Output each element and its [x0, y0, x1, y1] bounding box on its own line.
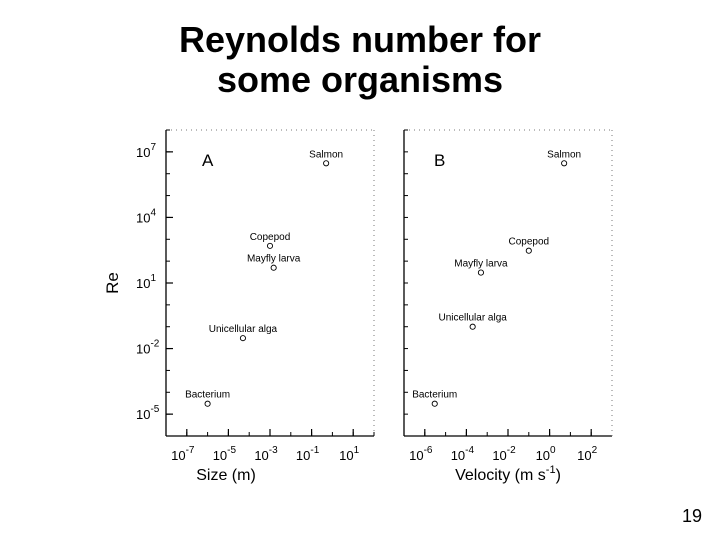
data-point: [266, 242, 274, 249]
point-label: Bacterium: [185, 390, 230, 401]
y-tick-label: 101: [136, 273, 156, 291]
point-label: Copepod: [509, 237, 550, 248]
point-label: Salmon: [309, 149, 343, 160]
title-line-2: some organisms: [216, 59, 504, 100]
y-tick-label: 10-2: [136, 339, 160, 357]
x-tick-label: 100: [536, 445, 556, 463]
title-line-1: Reynolds number for: [178, 19, 542, 60]
panel-a: 10-7 10-5 10-3 10-1 101 107 104 101 10-2 10-5 A Siz…: [103, 129, 375, 484]
x-tick-label: 10-2: [492, 445, 516, 463]
data-point: [477, 269, 484, 276]
page-number: 19: [681, 506, 702, 526]
data-point: [204, 400, 211, 407]
data-point: [561, 160, 568, 167]
slide-title: Reynolds number for some organisms: [120, 20, 600, 100]
panel-b: 10-6 10-4 10-2 100 102 B Velocity (m s-1) Salmo…: [403, 129, 613, 484]
x-tick-label: 10-7: [171, 445, 195, 463]
data-point: [323, 160, 330, 167]
x-tick-label: 10-4: [451, 445, 475, 463]
x-axis-label: Velocity (m s-1): [455, 464, 561, 484]
data-point: [431, 400, 438, 407]
data-point: [525, 247, 532, 254]
point-label: Mayfly larva: [454, 259, 508, 270]
y-tick-label: 10-5: [136, 404, 160, 422]
x-axis-label: Size (m): [196, 467, 256, 484]
x-tick-label: 102: [577, 445, 597, 463]
panel-label: B: [434, 151, 445, 170]
point-label: Bacterium: [412, 390, 457, 401]
point-label: Copepod: [250, 232, 291, 243]
data-point: [239, 335, 246, 342]
x-tick-label: 10-5: [213, 445, 237, 463]
panel-label: A: [202, 151, 214, 170]
y-axis-label: Re: [103, 272, 122, 294]
x-tick-label: 10-1: [296, 445, 320, 463]
data-point: [469, 323, 476, 330]
point-label: Salmon: [547, 149, 581, 160]
point-label: Unicellular alga: [209, 324, 278, 335]
point-label: Unicellular alga: [438, 313, 507, 324]
point-label: Mayfly larva: [247, 254, 301, 265]
y-tick-label: 104: [136, 207, 156, 225]
data-point: [270, 264, 277, 271]
y-tick-label: 107: [136, 142, 156, 160]
x-tick-label: 10-3: [254, 445, 278, 463]
x-tick-label: 101: [339, 445, 359, 463]
x-tick-label: 10-6: [409, 445, 433, 463]
